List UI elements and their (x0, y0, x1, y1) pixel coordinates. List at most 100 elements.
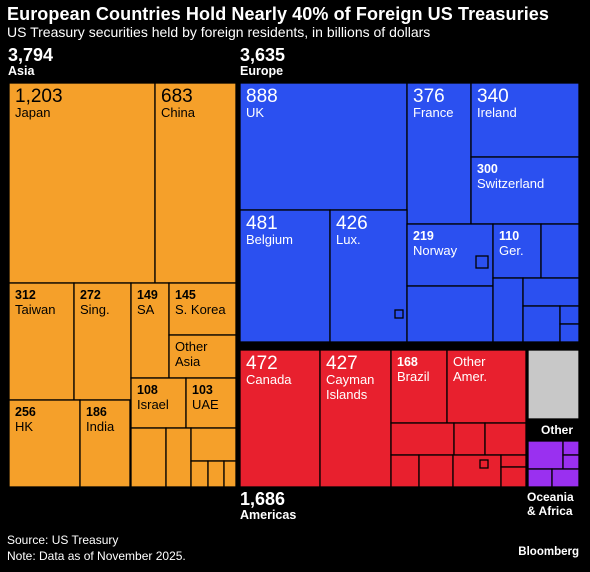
tile-europe-france (406, 82, 472, 225)
tile-asia-unlabeled-14 (190, 460, 209, 488)
tile-asia-unlabeled-16 (223, 460, 237, 488)
tile-value-norway: 219 (413, 229, 434, 243)
bloomberg-logo: Bloomberg (518, 546, 579, 558)
tile-value-brazil: 168 (397, 355, 418, 369)
tile-label-japan: Japan (15, 105, 50, 120)
tile-value-lux: 426 (336, 213, 368, 234)
tile-europe-ger (492, 223, 542, 279)
tile-value-uk: 888 (246, 86, 278, 107)
tile-americas-unlabeled-9 (452, 454, 502, 488)
tile-label-china: China (161, 105, 196, 120)
tile-value-sa: 149 (137, 288, 158, 302)
tile-label-brazil: Brazil (397, 369, 430, 384)
region-total-americas: 1,686 (240, 489, 286, 509)
tile-asia-unlabeled-15 (207, 460, 225, 488)
tile-asia-unlabeled-12 (165, 427, 192, 488)
tile-oceania-and-africa-unlabeled-1 (527, 440, 564, 470)
tile-label-hk: HK (15, 419, 33, 434)
tile-americas-unlabeled-10 (500, 454, 527, 468)
tile-label-other-asia-line-1: Asia (175, 354, 201, 369)
tile-value-switzerland: 300 (477, 162, 498, 176)
tile-label-other-amer-line-0: Other (453, 354, 486, 369)
tile-europe-unlabeled-11 (522, 277, 580, 307)
region-total-asia: 3,794 (8, 45, 54, 65)
tile-label-india: India (86, 419, 115, 434)
data-date-note: Note: Data as of November 2025. (7, 549, 186, 563)
tile-label-taiwan: Taiwan (15, 302, 55, 317)
source-note: Source: US Treasury (7, 533, 119, 547)
tile-europe-unlabeled-14 (559, 323, 580, 343)
tile-americas-unlabeled-11 (500, 466, 527, 488)
tile-asia-sing (73, 282, 132, 401)
tile-value-china: 683 (161, 86, 193, 107)
tile-europe-ireland (470, 82, 580, 158)
tile-other-unlabeled-0 (527, 349, 580, 420)
region-total-europe: 3,635 (240, 45, 286, 65)
tile-asia-unlabeled-11 (130, 427, 167, 488)
tile-label-france: France (413, 105, 453, 120)
tile-label-ger: Ger. (499, 243, 524, 258)
tile-value-india: 186 (86, 405, 107, 419)
tile-europe-unlabeled-9 (540, 223, 580, 279)
region-header-europe: 3,635 Europe (240, 46, 285, 78)
tile-asia-japan (8, 82, 156, 284)
chart-title: European Countries Hold Nearly 40% of Fo… (7, 4, 550, 24)
tile-label-ireland: Ireland (477, 105, 517, 120)
tile-label-lux: Lux. (336, 232, 361, 247)
tile-value-canada: 472 (246, 353, 278, 374)
tile-value-ger: 110 (499, 229, 519, 243)
tile-label-cayman-islands-line-1: Islands (326, 387, 368, 402)
tile-value-hk: 256 (15, 405, 36, 419)
tile-label-israel: Israel (137, 397, 169, 412)
tile-value-s-korea: 145 (175, 288, 196, 302)
tile-label-other-asia-line-0: Other (175, 339, 208, 354)
tile-europe-unlabeled-12 (522, 305, 561, 343)
tile-americas-unlabeled-7 (390, 454, 420, 488)
tile-label-switzerland: Switzerland (477, 176, 544, 191)
tile-americas-canada (239, 349, 321, 488)
region-label-other: Other (541, 423, 574, 437)
tile-europe-belgium (239, 209, 331, 343)
tile-europe-other-europe (406, 285, 494, 343)
tile-value-israel: 108 (137, 383, 158, 397)
tile-asia-china (154, 82, 237, 284)
tile-americas-unlabeled-5 (453, 422, 486, 456)
tile-value-uae: 103 (192, 383, 213, 397)
tile-label-cayman-islands-line-0: Cayman (326, 372, 374, 387)
tile-label-uae: UAE (192, 397, 219, 412)
tile-oceania-and-africa-unlabeled-2 (562, 440, 580, 456)
tile-oceania-and-africa-unlabeled-4 (527, 468, 553, 488)
tile-europe-unlabeled-16 (394, 309, 404, 319)
tile-label-uk: UK (246, 105, 264, 120)
tile-europe-unlabeled-13 (559, 305, 580, 325)
tile-oceania-and-africa-unlabeled-5 (551, 468, 580, 488)
region-label-europe: Europe (240, 64, 284, 78)
tile-europe-norway (406, 223, 494, 287)
tile-asia-unlabeled-13 (190, 427, 237, 462)
region-label-asia: Asia (8, 64, 35, 78)
tile-europe-lux (329, 209, 408, 343)
tile-europe-unlabeled-15 (475, 255, 489, 269)
tile-label-s-korea: S. Korea (175, 302, 226, 317)
tile-asia-uae (185, 377, 237, 429)
tile-americas-unlabeled-12 (479, 459, 489, 469)
tile-label-sing: Sing. (80, 302, 110, 317)
region-header-asia: 3,794 Asia (8, 46, 53, 78)
tile-oceania-and-africa-unlabeled-3 (562, 454, 580, 470)
tile-value-taiwan: 312 (15, 288, 36, 302)
tile-label-other-amer-line-1: Amer. (453, 369, 487, 384)
tile-asia-india (79, 399, 131, 488)
tile-label-sa: SA (137, 302, 155, 317)
region-header-other: Other (541, 423, 573, 436)
tile-label-belgium: Belgium (246, 232, 293, 247)
tile-asia-s-korea (168, 282, 237, 336)
tile-asia-taiwan (8, 282, 75, 401)
tile-americas-unlabeled-4 (390, 422, 455, 456)
tile-value-ireland: 340 (477, 86, 509, 107)
region-label-oceania-africa: Oceania & Africa (527, 490, 574, 518)
region-header-oceania-africa: Oceania & Africa (527, 490, 583, 519)
tile-europe-unlabeled-10 (492, 277, 524, 343)
tile-label-norway: Norway (413, 243, 458, 258)
tile-americas-brazil (390, 349, 448, 424)
